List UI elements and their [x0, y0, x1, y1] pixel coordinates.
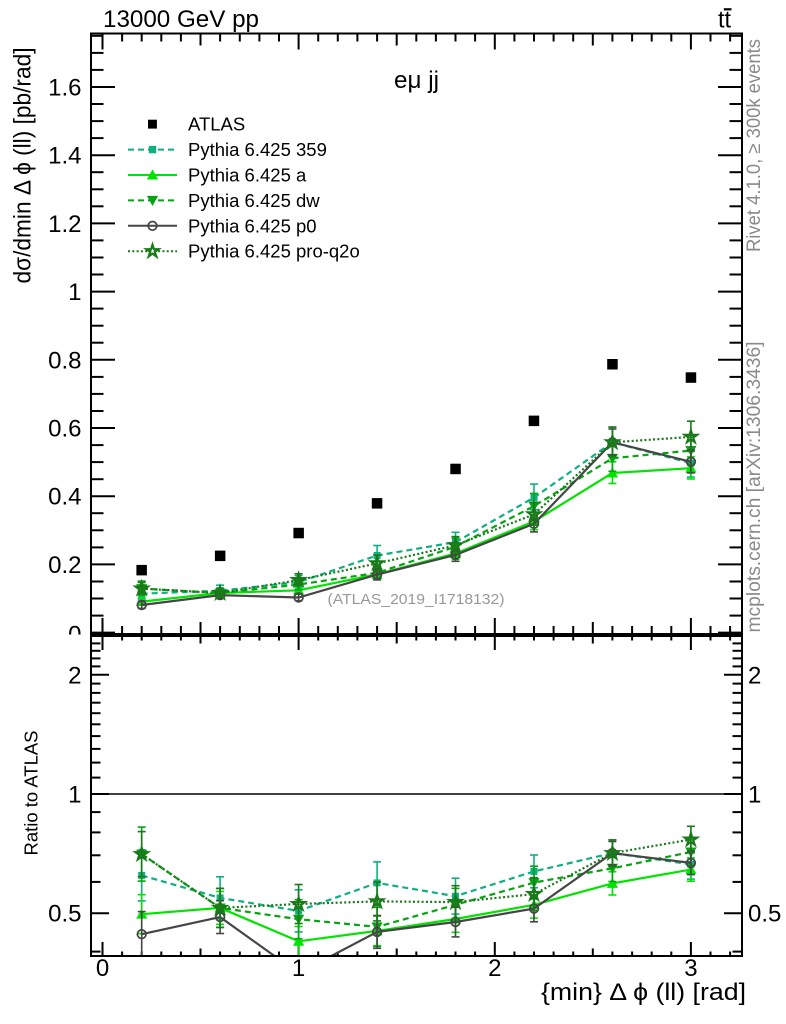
svg-text:0.4: 0.4: [48, 484, 81, 511]
svg-text:Pythia 6.425 dw: Pythia 6.425 dw: [188, 190, 320, 211]
svg-text:0.8: 0.8: [48, 347, 81, 374]
svg-text:1.6: 1.6: [48, 75, 81, 102]
svg-text:eμ jj: eμ jj: [394, 67, 439, 94]
svg-text:(ATLAS_2019_I1718132): (ATLAS_2019_I1718132): [328, 591, 505, 608]
svg-text:2: 2: [488, 955, 501, 982]
svg-text:1: 1: [68, 279, 81, 306]
svg-text:3: 3: [684, 955, 697, 982]
svg-text:1: 1: [748, 782, 761, 809]
svg-text:{min} Δ ϕ (ll) [rad]: {min} Δ ϕ (ll) [rad]: [541, 979, 746, 1006]
svg-text:Pythia 6.425 p0: Pythia 6.425 p0: [188, 215, 317, 236]
svg-text:1.4: 1.4: [48, 143, 81, 170]
svg-text:Ratio to ATLAS: Ratio to ATLAS: [22, 731, 42, 856]
svg-text:0.6: 0.6: [48, 416, 81, 443]
svg-text:tt: tt: [718, 7, 731, 34]
svg-text:Pythia 6.425 359: Pythia 6.425 359: [188, 139, 327, 160]
svg-text:Rivet 4.1.0, ≥ 300k events: Rivet 4.1.0, ≥ 300k events: [744, 39, 765, 252]
svg-text:1: 1: [292, 955, 305, 982]
svg-text:Pythia 6.425 a: Pythia 6.425 a: [188, 165, 307, 186]
svg-text:13000 GeV pp: 13000 GeV pp: [103, 6, 259, 33]
svg-text:0.5: 0.5: [748, 901, 781, 928]
svg-text:2: 2: [68, 662, 81, 689]
svg-text:0.5: 0.5: [48, 901, 81, 928]
svg-text:1.2: 1.2: [48, 211, 81, 238]
svg-text:mcplots.cern.ch [arXiv:1306.34: mcplots.cern.ch [arXiv:1306.3436]: [744, 342, 765, 633]
svg-text:0: 0: [68, 622, 81, 649]
svg-text:Pythia 6.425 pro-q2o: Pythia 6.425 pro-q2o: [188, 241, 360, 262]
svg-text:1: 1: [68, 782, 81, 809]
svg-text:ATLAS: ATLAS: [188, 114, 245, 135]
svg-text:dσ/dmin Δ ϕ (ll) [pb/rad]: dσ/dmin Δ ϕ (ll) [pb/rad]: [10, 48, 37, 284]
svg-text:0.2: 0.2: [48, 552, 81, 579]
svg-text:0: 0: [96, 955, 109, 982]
svg-text:2: 2: [748, 662, 761, 689]
